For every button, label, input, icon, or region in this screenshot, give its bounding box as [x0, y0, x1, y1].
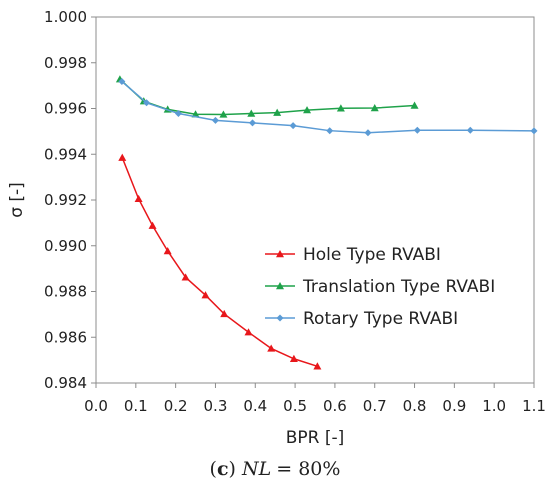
figure-caption: (c) NL = 80% [210, 458, 341, 480]
x-tick-label: 0.4 [243, 397, 267, 415]
x-tick-label: 0.0 [84, 397, 108, 415]
y-tick-label: 0.986 [44, 328, 87, 346]
caption-label: c [217, 458, 229, 480]
caption-close-paren: ) [229, 458, 242, 480]
data-point [313, 362, 322, 370]
y-tick-label: 0.988 [44, 283, 87, 301]
data-point [410, 101, 419, 109]
y-tick-label: 0.990 [44, 237, 87, 255]
data-point [220, 309, 229, 318]
data-point [211, 116, 219, 124]
legend-label: Hole Type RVABI [303, 245, 441, 265]
y-tick-label: 0.994 [44, 145, 87, 163]
x-tick-label: 1.1 [522, 397, 546, 415]
data-point [148, 221, 157, 229]
x-tick-label: 0.8 [403, 397, 427, 415]
data-point [219, 110, 228, 118]
x-axis-title: BPR [-] [286, 428, 345, 448]
data-point [134, 194, 143, 203]
series-line [121, 157, 318, 368]
legend-item: Hole Type RVABI [265, 245, 441, 265]
y-tick-label: 0.984 [44, 374, 87, 392]
data-point [530, 127, 538, 135]
data-point [303, 106, 312, 114]
data-point [244, 328, 253, 336]
x-tick-label: 0.2 [164, 397, 188, 415]
data-point [247, 109, 256, 117]
y-tick-label: 0.992 [44, 191, 87, 209]
x-axis: 0.0 0.1 0.2 0.3 0.4 0.5 0.6 0.7 0.8 0.9 1.0 1.1 [84, 383, 546, 415]
legend-swatch-marker [276, 250, 284, 258]
data-point [163, 247, 172, 255]
series-1 [115, 75, 419, 118]
series-group [115, 75, 538, 370]
series-0 [118, 153, 322, 370]
data-point [181, 273, 190, 281]
x-tick-label: 0.7 [363, 397, 387, 415]
y-tick-label: 1.000 [44, 8, 87, 26]
y-axis: 0.984 0.986 0.988 0.990 0.992 0.994 0.996 0.998… [44, 8, 96, 392]
x-tick-label: 0.1 [124, 397, 148, 415]
data-point [466, 126, 474, 134]
x-tick-label: 0.9 [442, 397, 466, 415]
data-point [267, 344, 276, 352]
legend-item: Rotary Type RVABI [265, 309, 458, 329]
caption-value: = 80% [276, 458, 340, 480]
caption-variable: NL [241, 458, 271, 480]
y-tick-label: 0.996 [44, 100, 87, 118]
data-point [413, 126, 421, 134]
data-point [118, 153, 127, 161]
series-2 [118, 78, 538, 137]
data-point [201, 291, 210, 299]
y-axis-title: σ [-] [7, 182, 27, 218]
x-tick-label: 0.5 [283, 397, 307, 415]
data-point [143, 99, 151, 107]
data-point [174, 110, 182, 118]
data-point [289, 354, 298, 362]
legend-swatch-marker [276, 314, 284, 322]
data-point [248, 119, 256, 127]
legend: Hole Type RVABI Translation Type RVABI Rot… [265, 245, 495, 329]
legend-label: Rotary Type RVABI [303, 309, 458, 329]
caption-open-paren: ( [210, 458, 217, 480]
y-tick-label: 0.998 [44, 54, 87, 72]
legend-item: Translation Type RVABI [265, 277, 495, 297]
data-point [364, 129, 372, 137]
series-line [121, 80, 535, 134]
x-tick-label: 0.6 [323, 397, 347, 415]
x-tick-label: 0.3 [204, 397, 228, 415]
data-point [289, 122, 297, 130]
legend-swatch-marker [276, 282, 284, 290]
data-point [118, 78, 126, 86]
data-point [273, 108, 282, 116]
data-point [326, 127, 334, 135]
x-tick-label: 1.0 [482, 397, 506, 415]
data-point [336, 104, 345, 112]
data-point [370, 104, 379, 112]
legend-label: Translation Type RVABI [302, 277, 495, 297]
